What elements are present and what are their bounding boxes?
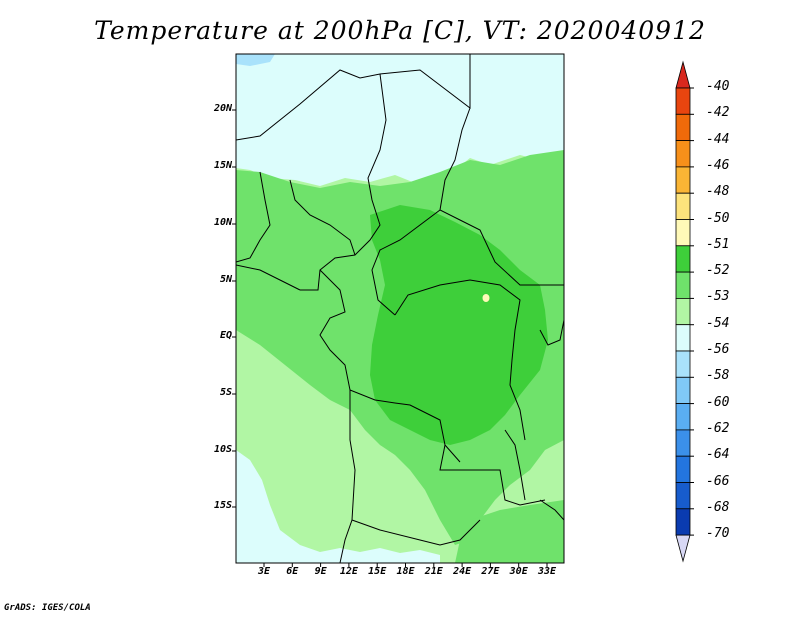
lat-ticks	[232, 109, 236, 508]
colorbar	[675, 60, 694, 563]
lon-label: 9E	[314, 566, 327, 577]
colorbar-label: -60	[706, 394, 730, 410]
colorbar-bin	[675, 192, 691, 220]
map-frame	[235, 53, 565, 564]
lat-label: 15S	[213, 500, 232, 511]
lat-label: EQ	[219, 330, 232, 341]
colorbar-bin	[675, 166, 691, 194]
lat-label: 20N	[213, 103, 232, 114]
colorbar-label: -48	[706, 184, 730, 200]
colorbar-bin	[675, 219, 691, 247]
colorbar-label: -46	[706, 157, 730, 173]
lon-label: 6E	[286, 566, 299, 577]
colorbar-bin	[675, 87, 691, 115]
lat-label: 10S	[213, 444, 232, 455]
colorbar-label: -64	[706, 447, 730, 463]
colorbar-bin	[675, 429, 691, 457]
colorbar-label: -62	[706, 420, 730, 436]
colorbar-bin	[675, 350, 691, 378]
region-green-south	[455, 500, 564, 563]
colorbar-bin	[675, 455, 691, 483]
region-light-cyan-north	[236, 54, 564, 186]
lon-label: 24E	[453, 566, 472, 577]
lon-label: 18E	[396, 566, 415, 577]
region-yellow-spot	[482, 294, 490, 302]
colorbar-label: -54	[706, 315, 730, 331]
country-borders	[236, 54, 564, 563]
colorbar-label: -42	[706, 105, 730, 121]
colorbar-bin	[675, 376, 691, 404]
colorbar-bin	[675, 113, 691, 142]
colorbar-bin	[675, 324, 691, 352]
colorbar-label: -44	[706, 131, 730, 147]
colorbar-bin	[675, 508, 691, 536]
map-panel	[232, 53, 565, 567]
colorbar-label: -51	[706, 236, 730, 252]
colorbar-label: -70	[706, 526, 730, 542]
colorbar-bottom-arrow	[675, 534, 691, 563]
colorbar-label: -56	[706, 342, 730, 357]
colorbar-label: -68	[706, 499, 730, 515]
lon-label: 30E	[509, 566, 528, 577]
lat-label: 5S	[219, 387, 232, 398]
region-light-cyan-sw	[236, 450, 440, 563]
lon-ticks	[263, 563, 548, 567]
lon-label: 15E	[368, 566, 387, 577]
region-dark-green	[370, 205, 548, 445]
lat-label: 10N	[213, 217, 232, 228]
colorbar-label: -52	[706, 263, 730, 279]
colorbar-bin	[675, 482, 691, 510]
footer-credit: GrADS: IGES/COLA	[4, 603, 91, 613]
lon-label: 12E	[339, 566, 358, 577]
lon-label: 21E	[424, 566, 443, 577]
colorbar-bin	[675, 297, 691, 326]
lat-label: 5N	[219, 274, 232, 285]
colorbar-label: -53	[706, 289, 730, 305]
colorbar-bin	[675, 271, 691, 299]
colorbar-bin	[675, 140, 691, 168]
lon-label: 3E	[257, 566, 271, 577]
colorbar-bin	[675, 403, 691, 431]
colorbar-label: -40	[706, 79, 730, 94]
region-blue	[236, 54, 275, 66]
map-title: Temperature at 200hPa [C], VT: 202004091…	[94, 16, 706, 45]
colorbar-bin	[675, 245, 691, 273]
colorbar-top-arrow	[675, 60, 691, 89]
colorbar-label: -50	[706, 210, 730, 226]
lat-label: 15N	[213, 160, 232, 171]
colorbar-label: -66	[706, 473, 730, 489]
lon-label: 27E	[481, 566, 500, 577]
colorbar-label: -58	[706, 368, 730, 384]
lon-label: 33E	[537, 566, 557, 577]
